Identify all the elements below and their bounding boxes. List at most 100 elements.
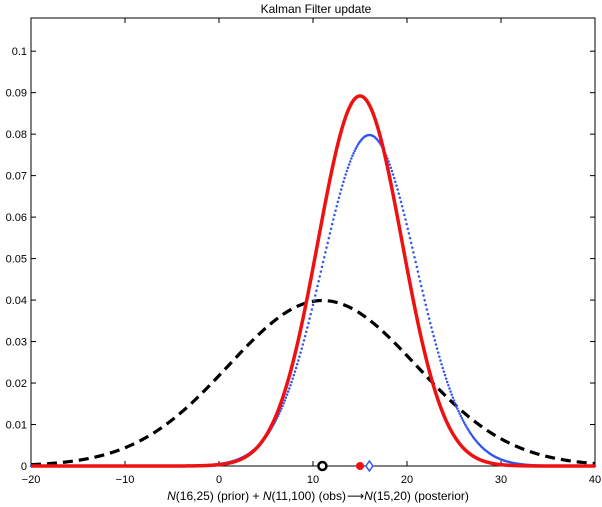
obs-curve — [30, 298, 596, 467]
prior-curve-point — [418, 280, 422, 283]
prior-curve-point — [416, 270, 420, 273]
prior-curve-point — [337, 196, 341, 199]
prior-curve-point — [430, 326, 433, 329]
prior-curve-point — [390, 169, 394, 173]
prior-curve-point — [301, 343, 305, 346]
xlabel-n3: N — [364, 489, 373, 503]
prior-curve-point — [412, 251, 415, 254]
xlabel-n2: N — [263, 489, 272, 503]
prior-curve-point — [311, 303, 315, 307]
prior-curve-point — [399, 200, 403, 204]
prior-curve-point — [295, 363, 299, 366]
prior-curve-point — [332, 218, 335, 221]
y-tick-label: 0 — [21, 461, 27, 473]
prior-curve-point — [404, 218, 407, 221]
posterior-curve — [30, 94, 596, 468]
prior-curve-point — [411, 246, 414, 249]
prior-curve-point — [427, 317, 431, 320]
prior-curve-point — [459, 414, 463, 418]
prior-curve-point — [452, 399, 456, 402]
y-tick-label: 0.05 — [6, 254, 27, 266]
prior-curve-point — [435, 347, 439, 350]
prior-curve-point — [350, 157, 353, 160]
prior-curve-point — [429, 321, 432, 325]
prior-curve-point — [426, 312, 430, 316]
prior-curve-point — [312, 298, 316, 302]
prior-curve-point — [458, 412, 461, 415]
prior-curve-point — [355, 145, 359, 148]
prior-curve-point — [307, 321, 310, 325]
prior-curve-point — [388, 163, 391, 166]
prior-curve-point — [422, 294, 425, 297]
prior-curve-point — [466, 427, 469, 430]
x-tick-label: −20 — [22, 474, 41, 486]
prior-curve-point — [281, 404, 284, 408]
prior-curve-point — [282, 402, 285, 405]
prior-curve-point — [464, 423, 467, 426]
prior-curve-point — [318, 275, 322, 278]
prior-curve-point — [461, 419, 465, 422]
prior-curve-point — [290, 380, 293, 384]
prior-curve-point — [325, 246, 328, 249]
prior-curve-point — [438, 355, 441, 358]
y-axis: 0 0.01 0.02 0.03 0.04 0.05 0.06 0.07 0.08 0.09 0.1 — [6, 46, 595, 473]
prior-curve-point — [450, 393, 453, 396]
prior-curve-point — [347, 163, 351, 166]
prior-curve-point — [417, 275, 421, 278]
prior-curve-point — [395, 184, 398, 187]
plot-area — [30, 17, 596, 467]
y-tick-label: 0.04 — [6, 295, 27, 307]
xlabel-posterior-part: (15,20) (posterior) — [373, 489, 469, 503]
prior-curve-point — [283, 399, 287, 402]
prior-curve-point — [403, 213, 406, 217]
prior-curve-point — [353, 149, 356, 152]
xlabel-prior-part: (16,25) (prior) + — [176, 489, 263, 503]
x-tick-label: 0 — [216, 474, 222, 486]
prior-curve-point — [423, 298, 426, 302]
prior-curve-point — [354, 147, 358, 150]
prior-curve-point — [445, 380, 449, 384]
prior-curve-point — [439, 359, 442, 362]
prior-curve-point — [448, 387, 451, 390]
prior-curve-point — [321, 260, 325, 264]
prior-curve-point — [314, 294, 317, 297]
prior-curve-point — [320, 265, 324, 269]
prior-curve-point — [451, 396, 455, 399]
y-tick-label: 0.06 — [6, 212, 27, 224]
prior-curve-point — [351, 154, 354, 158]
y-tick-label: 0.08 — [6, 129, 27, 141]
x-tick-label: −10 — [116, 474, 135, 486]
y-tick-label: 0.1 — [12, 46, 27, 58]
xlabel-obs-part: (11,100) (obs) — [271, 489, 345, 503]
prior-curve-point — [334, 209, 337, 212]
prior-curve-point — [302, 339, 306, 342]
y-tick-label: 0.02 — [6, 378, 27, 390]
prior-curve-point — [299, 351, 302, 354]
prior-curve-point — [329, 227, 333, 230]
prior-curve-point — [449, 390, 452, 393]
prior-curve-point — [303, 334, 307, 338]
prior-curve-point — [346, 166, 350, 169]
prior-curve-point — [407, 232, 411, 235]
prior-curve-point — [391, 173, 395, 176]
prior-curve-point — [392, 176, 396, 180]
prior-curve-point — [415, 265, 419, 269]
prior-curve-point — [317, 280, 320, 283]
prior-curve-point — [462, 421, 466, 424]
chart-title: Kalman Filter update — [261, 2, 372, 16]
x-tick-label: 10 — [307, 474, 319, 486]
prior-curve-point — [396, 188, 399, 191]
prior-curve-point — [327, 236, 331, 240]
prior-curve-point — [326, 241, 329, 245]
prior-curve-point — [434, 343, 438, 346]
prior-curve-point — [304, 330, 308, 334]
prior-curve-point — [288, 387, 291, 390]
prior-curve-point — [405, 222, 408, 226]
x-tick-label: 40 — [589, 474, 601, 486]
prior-curve-point — [425, 308, 429, 311]
prior-curve-point — [306, 326, 309, 329]
prior-curve-point — [339, 188, 343, 191]
obs-mean-marker — [317, 460, 328, 472]
prior-curve-point — [286, 390, 290, 393]
